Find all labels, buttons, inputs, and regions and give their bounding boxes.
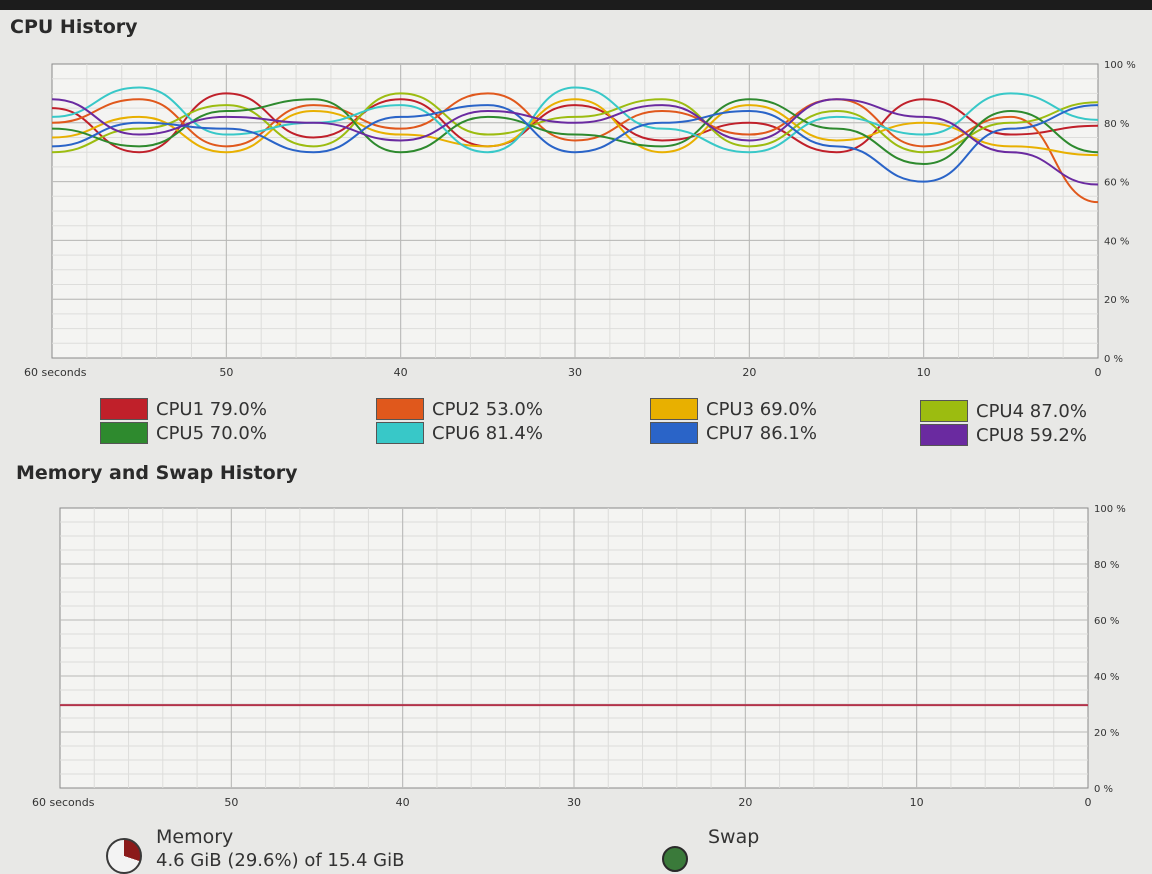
cpu5-color-swatch[interactable] [100, 422, 148, 444]
memory-pie-icon[interactable] [106, 838, 142, 874]
legend-label-cpu4: CPU4 87.0% [976, 400, 1087, 422]
cpu-x-tick-label: 50 [219, 366, 233, 379]
memory-y-tick-label: 40 % [1094, 672, 1119, 683]
memory-label: Memory [156, 826, 234, 848]
cpu-series-line-cpu8 [51, 98, 1099, 186]
memory-y-tick-label: 100 % [1094, 504, 1126, 515]
memory-y-tick-label: 60 % [1094, 616, 1119, 627]
cpu-series-line-cpu2 [51, 92, 1099, 204]
cpu-y-tick-label: 0 % [1104, 354, 1123, 365]
cpu-x-tick-label: 0 [1095, 366, 1102, 379]
legend-label-cpu1: CPU1 79.0% [156, 398, 267, 420]
cpu-x-tick-label: 30 [568, 366, 582, 379]
cpu-series-line-cpu6 [51, 86, 1099, 154]
legend-label-cpu2: CPU2 53.0% [432, 398, 543, 420]
cpu-series-line-cpu4 [51, 92, 1099, 154]
legend-label-cpu6: CPU6 81.4% [432, 422, 543, 444]
cpu8-color-swatch[interactable] [920, 424, 968, 446]
legend-item-cpu2[interactable]: CPU2 53.0% [376, 398, 543, 420]
memory-y-tick-label: 80 % [1094, 560, 1119, 571]
legend-item-cpu5[interactable]: CPU5 70.0% [100, 422, 267, 444]
legend-label-cpu7: CPU7 86.1% [706, 422, 817, 444]
cpu-legend: CPU1 79.0% CPU5 70.0% CPU2 53.0% CPU6 81… [0, 394, 1152, 454]
cpu-series-line-cpu5 [51, 98, 1099, 165]
memory-x-tick-label: 50 [224, 796, 238, 809]
memory-y-tick-label: 20 % [1094, 728, 1119, 739]
cpu4-color-swatch[interactable] [920, 400, 968, 422]
cpu-y-tick-label: 40 % [1104, 236, 1129, 247]
memory-history-chart: 60 seconds 50 40 30 20 10 0 100 % 80 % 60 % 40 % 20… [32, 504, 1126, 809]
legend-label-cpu5: CPU5 70.0% [156, 422, 267, 444]
memory-x-tick-label: 0 [1085, 796, 1092, 809]
memory-x-tick-label: 60 seconds [32, 796, 95, 809]
swap-color-icon[interactable] [662, 846, 688, 872]
legend-item-cpu7[interactable]: CPU7 86.1% [650, 422, 817, 444]
memory-x-tick-label: 20 [738, 796, 752, 809]
memory-x-tick-label: 40 [396, 796, 410, 809]
memory-detail: 4.6 GiB (29.6%) of 15.4 GiB [156, 850, 405, 871]
cpu-x-tick-label: 20 [742, 366, 756, 379]
cpu-x-tick-label: 40 [394, 366, 408, 379]
cpu-series-line-cpu3 [51, 98, 1099, 157]
legend-label-cpu8: CPU8 59.2% [976, 424, 1087, 446]
memory-x-tick-label: 30 [567, 796, 581, 809]
memory-x-tick-label: 10 [910, 796, 924, 809]
cpu2-color-swatch[interactable] [376, 398, 424, 420]
swap-label: Swap [708, 826, 760, 848]
legend-item-cpu3[interactable]: CPU3 69.0% [650, 398, 817, 420]
memory-history-title: Memory and Swap History [16, 462, 298, 484]
memory-y-tick-label: 0 % [1094, 784, 1113, 795]
cpu3-color-swatch[interactable] [650, 398, 698, 420]
legend-item-cpu1[interactable]: CPU1 79.0% [100, 398, 267, 420]
cpu1-color-swatch[interactable] [100, 398, 148, 420]
legend-label-cpu3: CPU3 69.0% [706, 398, 817, 420]
cpu-y-tick-label: 60 % [1104, 178, 1129, 189]
legend-item-cpu6[interactable]: CPU6 81.4% [376, 422, 543, 444]
legend-item-cpu8[interactable]: CPU8 59.2% [920, 424, 1087, 446]
cpu-series-line-cpu7 [51, 104, 1099, 183]
cpu-y-tick-label: 100 % [1104, 60, 1136, 71]
cpu-history-title: CPU History [10, 16, 138, 38]
legend-item-cpu4[interactable]: CPU4 87.0% [920, 400, 1087, 422]
cpu7-color-swatch[interactable] [650, 422, 698, 444]
cpu-y-tick-label: 20 % [1104, 295, 1129, 306]
cpu-series-line-cpu1 [51, 92, 1099, 154]
cpu-y-tick-label: 80 % [1104, 119, 1129, 130]
cpu6-color-swatch[interactable] [376, 422, 424, 444]
cpu-history-chart: 60 seconds 50 40 30 20 10 0 100 % 80 % 60 % 40 % 20… [24, 60, 1136, 379]
window-top-edge [0, 0, 1152, 10]
cpu-x-tick-label: 10 [917, 366, 931, 379]
cpu-x-tick-label: 60 seconds [24, 366, 87, 379]
